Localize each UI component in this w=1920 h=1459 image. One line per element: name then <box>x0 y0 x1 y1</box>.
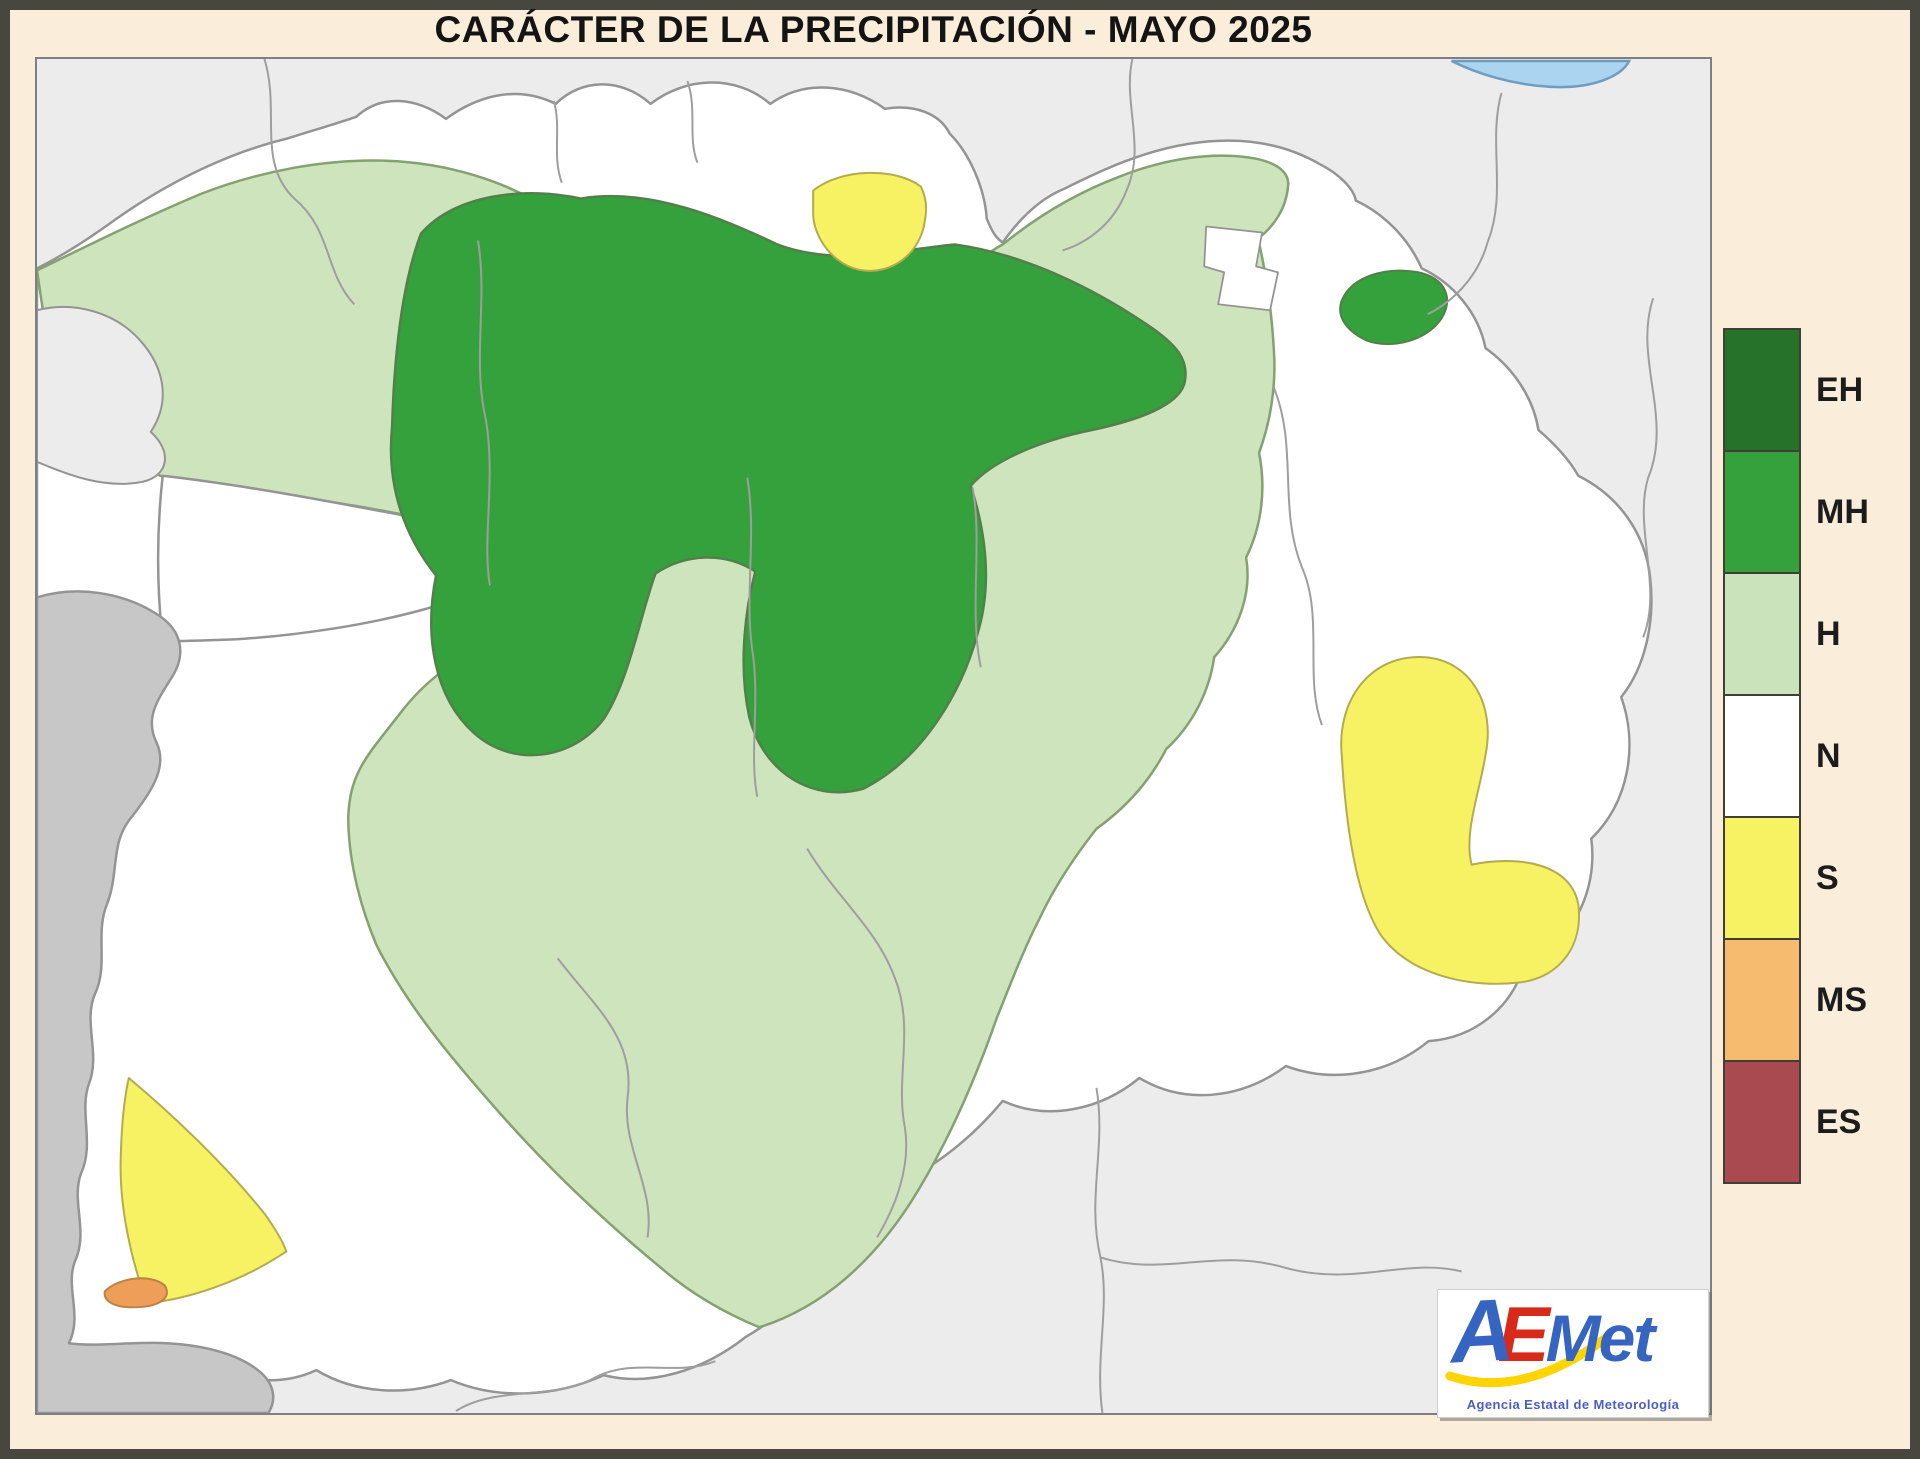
legend-swatch-es <box>1723 1060 1801 1184</box>
legend-swatch-h <box>1723 572 1801 696</box>
legend-row-mh: MH <box>1723 450 1869 574</box>
coastline-sea-sliver <box>1451 59 1632 89</box>
zone-grey-pocket-west <box>37 306 166 485</box>
legend-row-h: H <box>1723 572 1869 696</box>
zone-portugal <box>37 590 275 1413</box>
zone-mh-east-small-blob <box>1339 269 1448 345</box>
logo-swoosh-icon <box>1445 1333 1611 1388</box>
legend-swatch-n <box>1723 694 1801 818</box>
legend-label-eh: EH <box>1816 370 1864 409</box>
logo-letter-e: E <box>1497 1290 1550 1378</box>
aemet-logo: AEMet Agencia Estatal de Meteorología <box>1437 1289 1709 1418</box>
logo-letter-a: A <box>1447 1289 1517 1382</box>
legend-row-ms: MS <box>1723 938 1869 1062</box>
precipitation-map: AEMet Agencia Estatal de Meteorología <box>35 57 1712 1418</box>
legend-row-eh: EH <box>1723 328 1869 452</box>
legend-label-es: ES <box>1816 1102 1862 1141</box>
legend-label-h: H <box>1816 614 1841 653</box>
legend-swatch-s <box>1723 816 1801 940</box>
legend-row-n: N <box>1723 694 1869 818</box>
zone-ms-southwest-small-spot <box>103 1277 168 1309</box>
legend-label-n: N <box>1816 736 1841 775</box>
zone-normal-ne-notch <box>1203 225 1279 312</box>
province-boundaries <box>263 59 1658 1413</box>
legend-swatch-ms <box>1723 938 1801 1062</box>
logo-subtitle: Agencia Estatal de Meteorología <box>1466 1397 1680 1412</box>
legend-swatch-eh <box>1723 328 1801 452</box>
legend-label-ms: MS <box>1816 980 1867 1019</box>
legend-label-mh: MH <box>1816 492 1869 531</box>
legend-swatch-mh <box>1723 450 1801 574</box>
legend-row-s: S <box>1723 816 1869 940</box>
map-canvas <box>37 59 1710 1413</box>
zone-s-southwest-spot <box>119 1076 288 1305</box>
legend: EH MH H N S MS ES <box>1723 328 1869 1184</box>
legend-label-s: S <box>1816 858 1839 897</box>
legend-row-es: ES <box>1723 1060 1869 1184</box>
zone-s-east-spot <box>1340 656 1581 985</box>
logo-wordmark: AEMet <box>1447 1289 1656 1412</box>
zone-s-north-spot <box>812 171 928 272</box>
page-title: CARÁCTER DE LA PRECIPITACIÓN - MAYO 2025 <box>434 9 1313 50</box>
logo-letters-met: Met <box>1545 1301 1656 1375</box>
